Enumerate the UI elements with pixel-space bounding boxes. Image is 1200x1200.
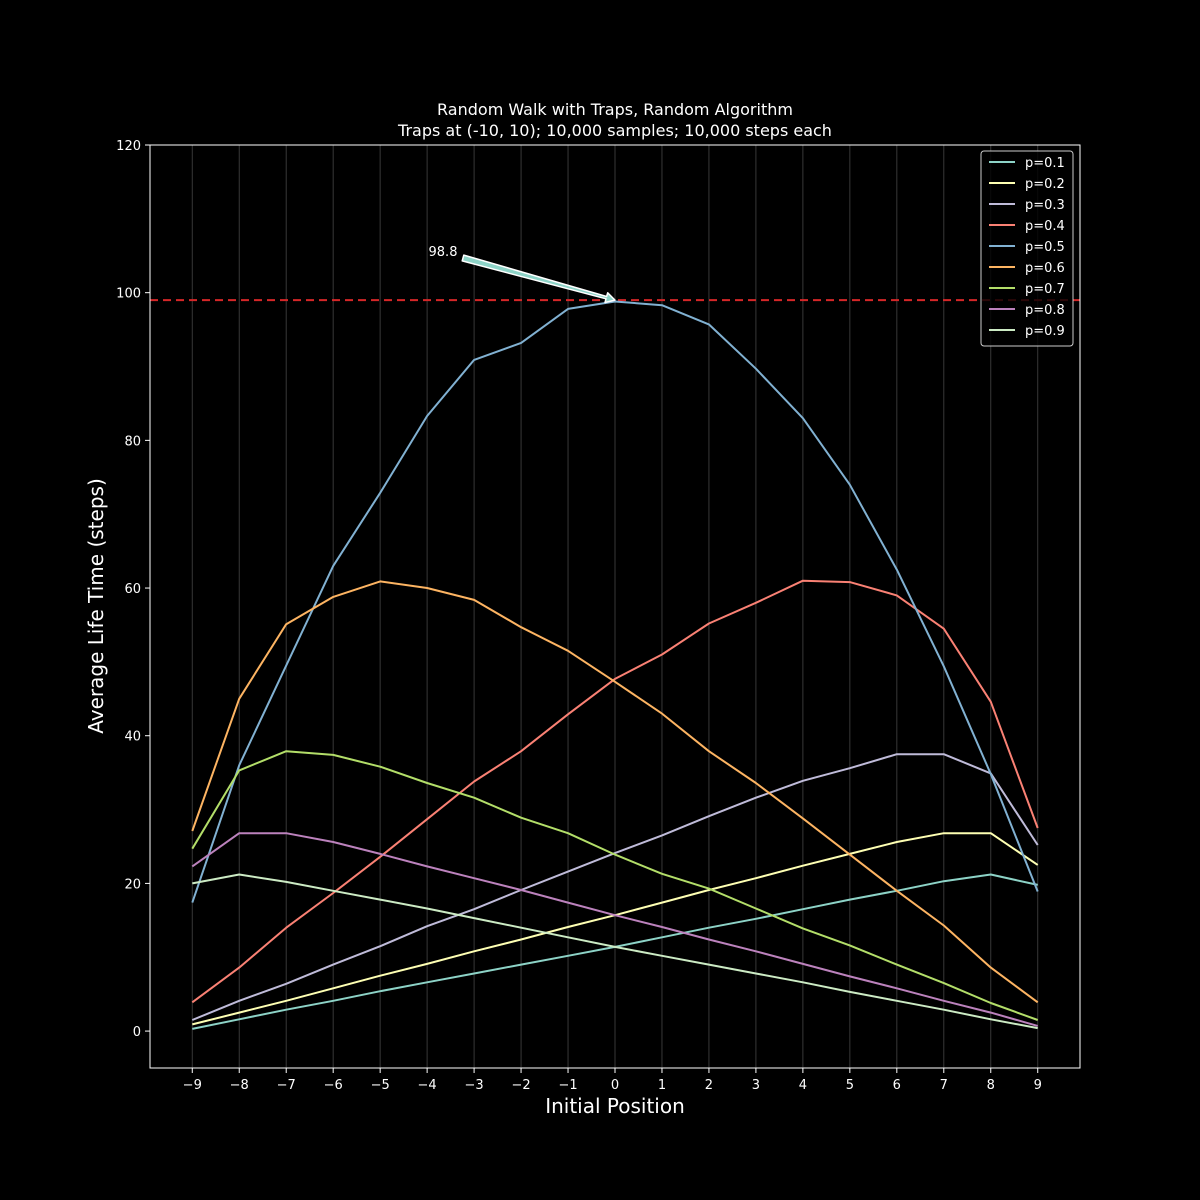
x-tick-label: −4 (418, 1078, 437, 1093)
legend-label: p=0.5 (1025, 240, 1065, 255)
y-tick-label: 60 (124, 582, 141, 597)
x-tick-label: 1 (658, 1078, 666, 1093)
x-tick-label: 8 (987, 1078, 995, 1093)
y-tick-label: 0 (133, 1025, 141, 1040)
x-tick-label: −2 (511, 1078, 530, 1093)
y-axis-ticks: 0 20 40 60 80 100 120 (116, 139, 150, 1040)
series-line-p=0.6 (191, 580, 1039, 1004)
x-tick-label: 9 (1034, 1078, 1042, 1093)
legend-label: p=0.2 (1025, 177, 1065, 192)
x-tick-label: 3 (752, 1078, 760, 1093)
x-tick-label: −1 (558, 1078, 577, 1093)
x-tick-label: −9 (183, 1078, 202, 1093)
y-tick-label: 100 (116, 287, 141, 302)
annotation-arrow (461, 254, 616, 304)
y-tick-label: 20 (124, 877, 141, 892)
annotation-group: 98.8 (429, 245, 616, 304)
series-line-p=0.5 (191, 300, 1039, 903)
legend-label: p=0.3 (1025, 198, 1065, 213)
chart-title: Random Walk with Traps, Random Algorithm (437, 100, 793, 119)
x-axis-label: Initial Position (545, 1094, 685, 1118)
series-line-p=0.3 (191, 753, 1039, 1021)
series-line-p=0.4 (191, 579, 1039, 1004)
x-tick-label: −7 (277, 1078, 296, 1093)
x-tick-label: −8 (230, 1078, 249, 1093)
legend-label: p=0.9 (1025, 324, 1065, 339)
x-tick-label: 6 (893, 1078, 901, 1093)
x-tick-label: −5 (371, 1078, 390, 1093)
x-axis-ticks: −9 −8 −7 −6 −5 −4 −3 −2 −1 0 1 2 3 4 5 6 7 8 9 (183, 1068, 1042, 1093)
y-tick-label: 40 (124, 730, 141, 745)
x-tick-label: −6 (324, 1078, 343, 1093)
series-line-p=0.9 (192, 873, 1038, 1030)
x-tick-label: 2 (705, 1078, 713, 1093)
legend-box (980, 150, 1074, 347)
series-lines (191, 300, 1039, 1030)
series-line-p=0.7 (191, 750, 1039, 1021)
x-tick-label: 0 (611, 1078, 619, 1093)
x-tick-label: 4 (799, 1078, 807, 1093)
series-line-p=0.8 (191, 832, 1038, 1027)
annotation-label: 98.8 (429, 245, 458, 260)
legend-label: p=0.1 (1025, 156, 1065, 171)
legend: p=0.1 p=0.2 p=0.3 p=0.4 p=0.5 p=0.6 p=0.7 p=0.8… (980, 150, 1074, 347)
legend-label: p=0.7 (1025, 282, 1065, 297)
legend-label: p=0.8 (1025, 303, 1065, 318)
legend-label: p=0.4 (1025, 219, 1065, 234)
y-axis-label: Average Life Time (steps) (84, 478, 108, 733)
legend-label: p=0.6 (1025, 261, 1065, 276)
chart-subtitle: Traps at (-10, 10); 10,000 samples; 10,0… (397, 121, 832, 140)
x-tick-label: −3 (465, 1078, 484, 1093)
x-tick-label: 7 (940, 1078, 948, 1093)
y-tick-label: 120 (116, 139, 141, 154)
x-tick-label: 5 (846, 1078, 854, 1093)
y-tick-label: 80 (124, 434, 141, 449)
